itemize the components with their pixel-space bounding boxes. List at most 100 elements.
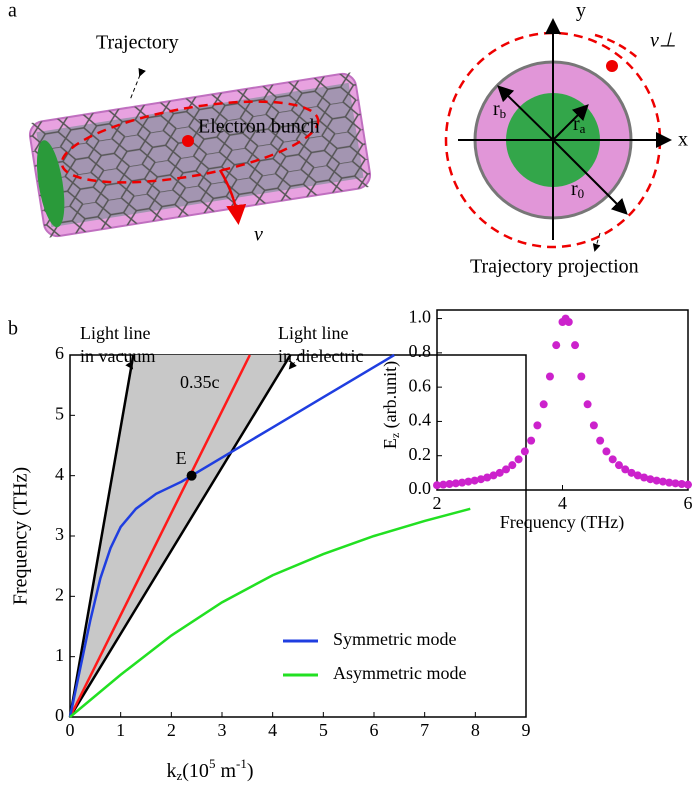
plot-frame xyxy=(436,309,689,491)
reference-label: Light line xyxy=(278,323,349,343)
label: y xyxy=(576,0,586,22)
y-tick-label: 6 xyxy=(55,343,64,363)
point xyxy=(476,475,485,484)
pointer xyxy=(129,67,146,101)
point xyxy=(658,477,667,486)
y-tick-label: 0.4 xyxy=(409,410,432,430)
y-tick-label: 1.0 xyxy=(409,307,432,327)
x-tick-label: 8 xyxy=(471,720,480,740)
y-tick-label: 1 xyxy=(55,645,64,665)
point xyxy=(552,341,561,350)
point xyxy=(451,479,460,488)
point-label: E xyxy=(176,448,187,468)
point xyxy=(527,436,536,445)
legend-label: Symmetric mode xyxy=(333,629,456,649)
legend-label: Asymmetric mode xyxy=(333,663,466,683)
label: rb xyxy=(493,98,506,121)
point xyxy=(602,447,611,456)
y-tick-label: 2 xyxy=(55,584,64,604)
point xyxy=(545,372,554,381)
electron xyxy=(182,135,194,147)
x-tick-label: 6 xyxy=(684,493,693,513)
series-line xyxy=(69,507,471,718)
point xyxy=(614,461,623,470)
point xyxy=(470,476,479,485)
point xyxy=(577,372,586,381)
label: Trajectory projection xyxy=(470,256,639,278)
point xyxy=(564,318,573,326)
point xyxy=(514,455,523,464)
arrow xyxy=(552,104,589,141)
point xyxy=(433,481,441,490)
label: ra xyxy=(573,113,586,136)
point xyxy=(640,473,649,482)
point xyxy=(533,421,542,430)
point xyxy=(458,478,467,487)
point xyxy=(495,468,504,477)
label: v xyxy=(254,224,263,246)
x-tick-label: 1 xyxy=(116,720,125,740)
point xyxy=(652,476,661,485)
point xyxy=(646,475,655,484)
x-tick-label: 3 xyxy=(218,720,227,740)
point xyxy=(677,480,686,488)
x-axis-label: kz(105 m-1) xyxy=(166,756,253,783)
point xyxy=(445,480,454,488)
label: Trajectory xyxy=(96,32,179,54)
point xyxy=(483,473,492,482)
reference-label: 0.35c xyxy=(180,372,220,392)
point-e xyxy=(186,470,197,481)
reference-label: in vacuum xyxy=(80,346,155,366)
reference-label: in dielectric xyxy=(278,346,363,366)
reference-label: Light line xyxy=(80,323,151,343)
x-tick-label: 4 xyxy=(558,493,567,513)
point xyxy=(502,465,511,474)
label: Electron bunch xyxy=(198,116,320,138)
panel-label: b xyxy=(8,318,18,340)
x-tick-label: 7 xyxy=(420,720,429,740)
point xyxy=(671,479,680,488)
trajectory-arc xyxy=(60,100,320,184)
reference-line xyxy=(68,354,292,718)
point xyxy=(684,480,692,489)
point xyxy=(464,477,473,486)
point xyxy=(621,465,630,474)
point xyxy=(589,421,598,430)
y-tick-label: 4 xyxy=(55,464,64,484)
point xyxy=(520,447,529,456)
x-tick-label: 4 xyxy=(268,720,277,740)
y-tick-label: 0.0 xyxy=(409,478,432,498)
x-tick-label: 9 xyxy=(522,720,531,740)
x-tick-label: 6 xyxy=(370,720,379,740)
point xyxy=(489,471,498,480)
point xyxy=(539,400,548,409)
electron xyxy=(606,60,618,72)
nanotube xyxy=(27,71,373,239)
point xyxy=(627,468,636,477)
x-tick-label: 0 xyxy=(66,720,75,740)
velocity-arrow xyxy=(218,169,247,225)
reference-line xyxy=(68,354,251,718)
x-tick-label: 2 xyxy=(433,493,442,513)
point xyxy=(665,478,674,487)
point xyxy=(596,436,605,445)
y-tick-label: 0.6 xyxy=(409,375,432,395)
y-tick-label: 0 xyxy=(55,705,64,725)
y-tick-label: 0.8 xyxy=(409,341,432,361)
arrow xyxy=(497,85,554,141)
panel-label: a xyxy=(8,0,17,22)
y-axis-label: Ez (arb.unit) xyxy=(380,361,402,449)
x-axis-label: Frequency (THz) xyxy=(500,512,624,533)
y-tick-label: 0.2 xyxy=(409,444,432,464)
x-tick-label: 2 xyxy=(167,720,176,740)
arc xyxy=(594,33,641,61)
label: x xyxy=(678,129,688,151)
y-axis-label: Frequency (THz) xyxy=(10,467,32,605)
point xyxy=(508,461,517,470)
point xyxy=(583,400,592,409)
reference-line xyxy=(68,354,135,718)
point xyxy=(608,455,617,464)
series-line xyxy=(68,353,395,718)
pointer xyxy=(592,232,601,252)
